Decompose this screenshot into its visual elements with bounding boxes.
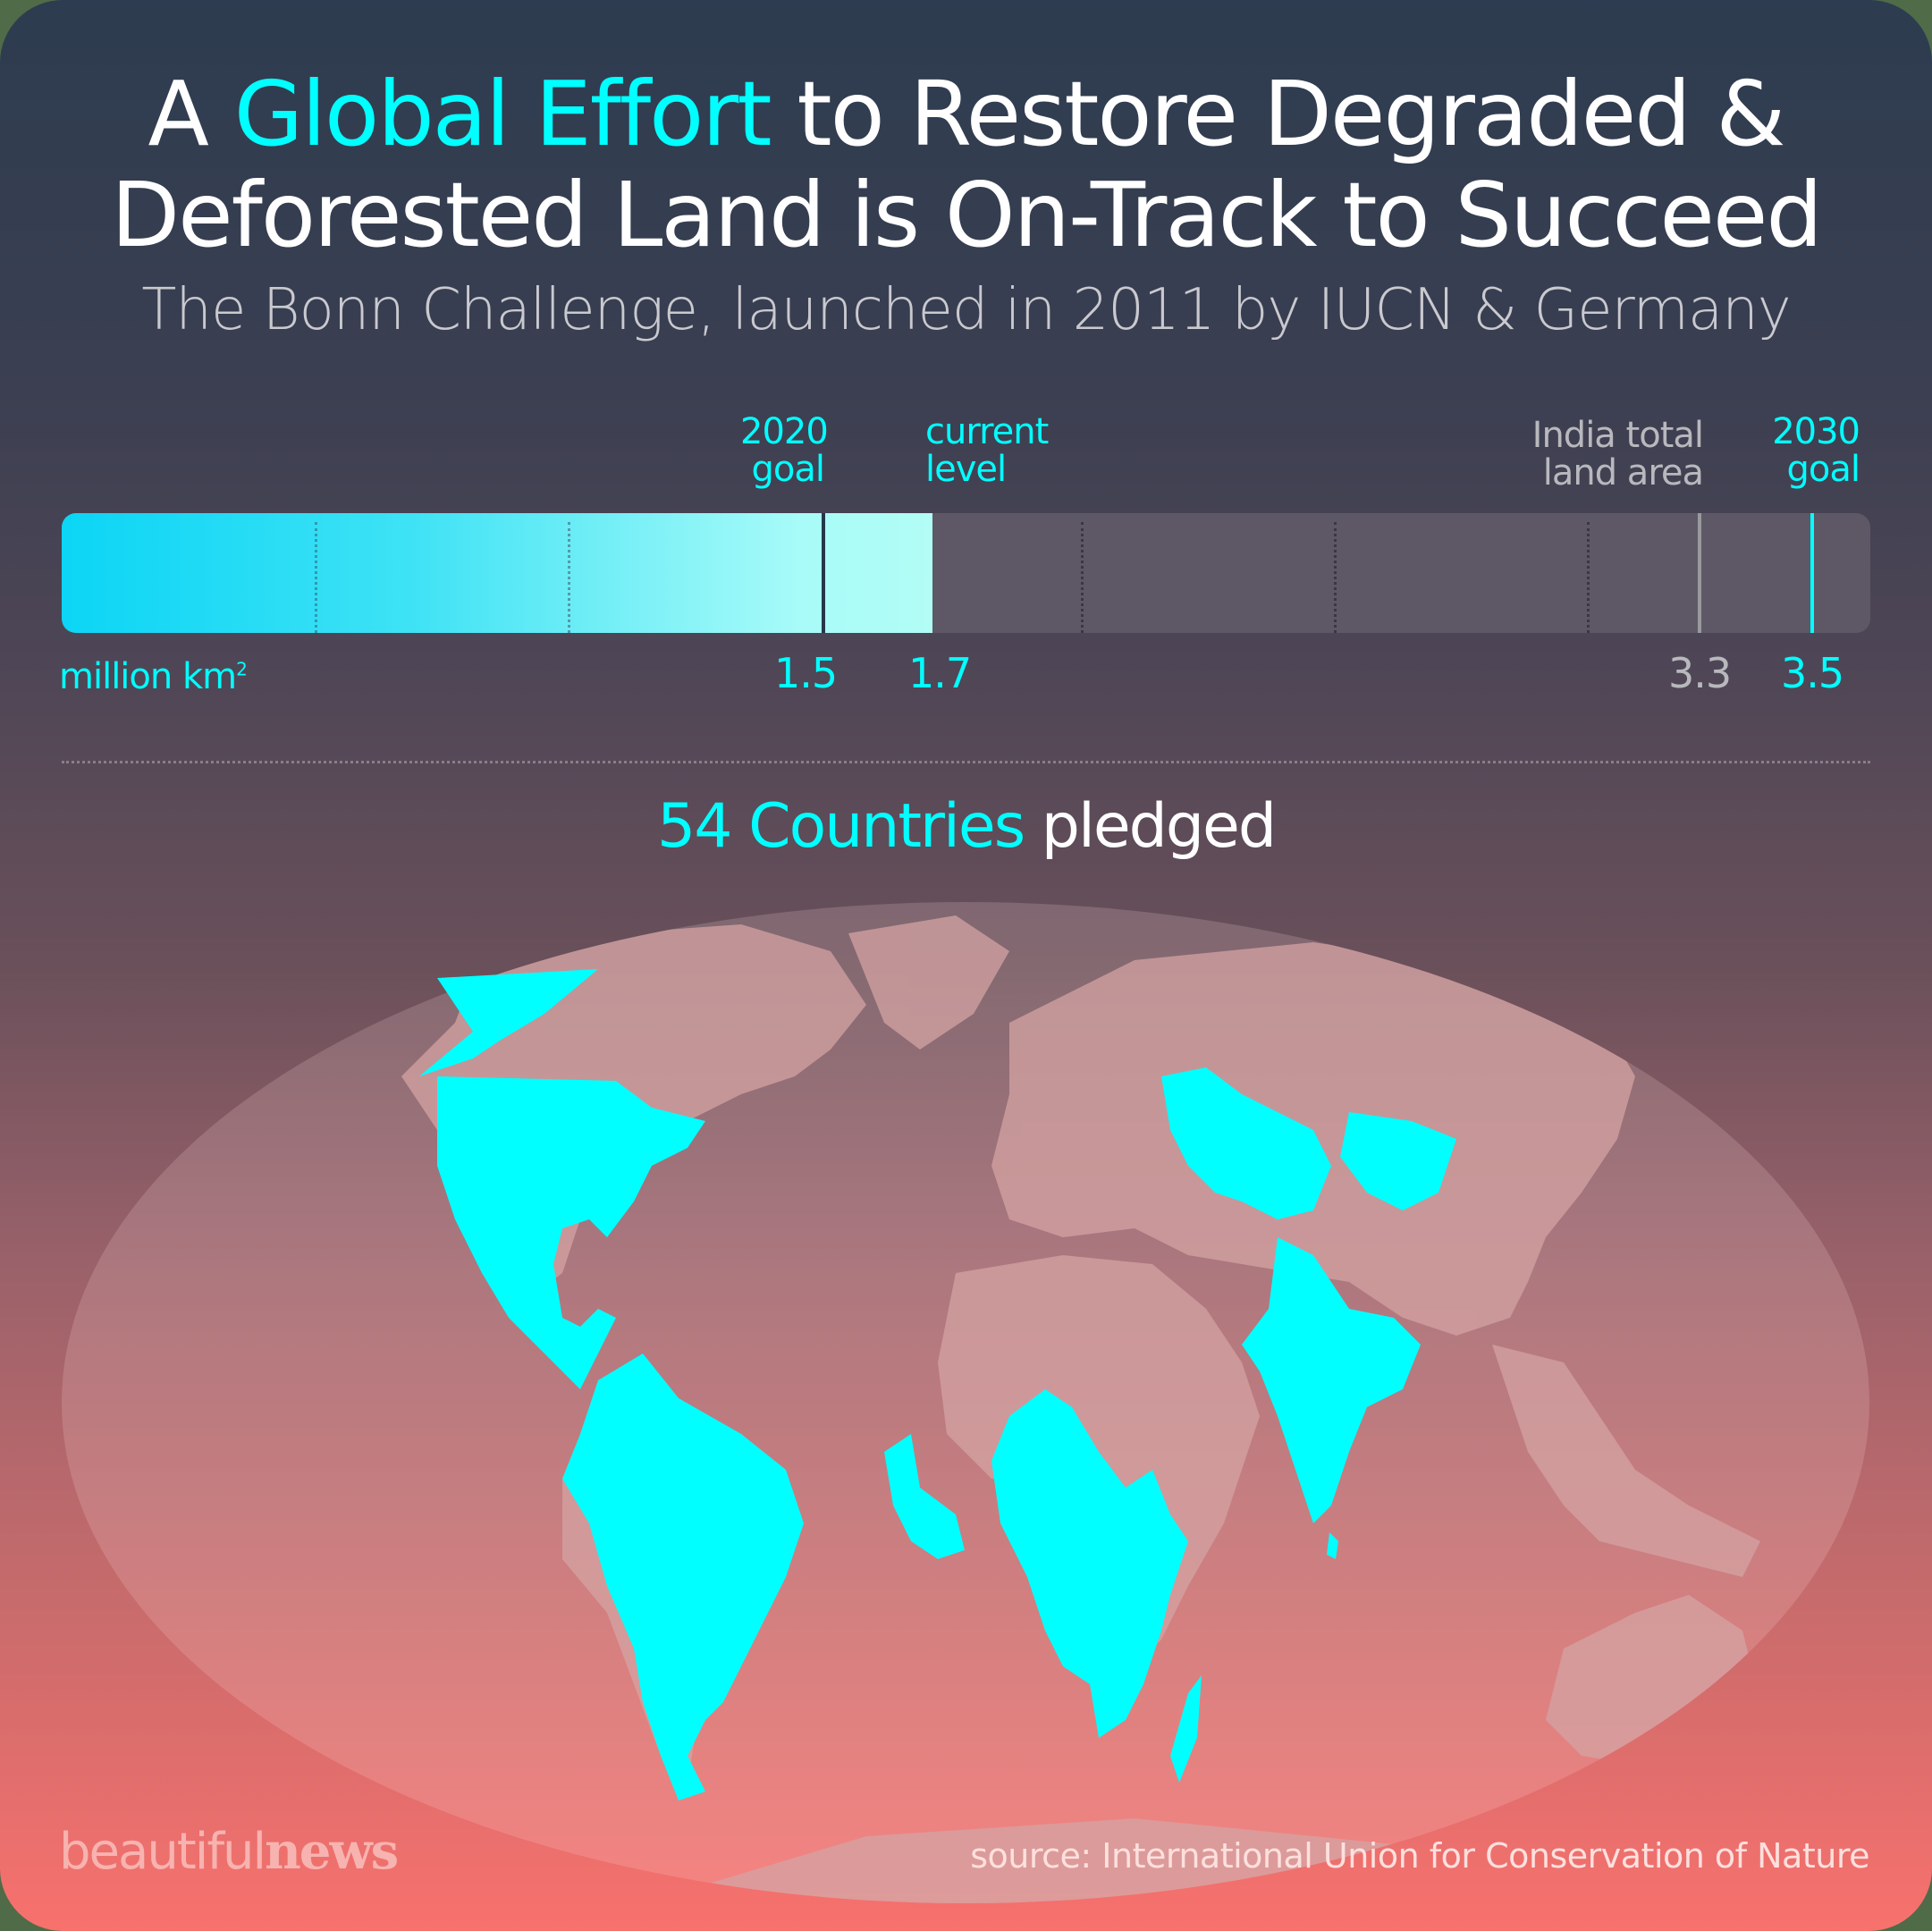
label-2020-line1: 2020 [740, 411, 829, 452]
countries-heading: 54 Countries pledged [0, 791, 1932, 862]
countries-count: 54 Countries [656, 791, 1025, 862]
marker-line-2020-goal [822, 513, 825, 633]
title-suffix: to Restore Degraded & [770, 62, 1785, 166]
countries-suffix: pledged [1024, 791, 1277, 862]
region-south-asia [1242, 1237, 1421, 1523]
label-current-level: current level [925, 411, 1049, 490]
label-2020-line2: goal [751, 449, 826, 490]
gridline-2-5 [1334, 522, 1337, 633]
brand-logo: beautifulnews [59, 1822, 399, 1881]
subtitle: The Bonn Challenge, launched in 2011 by … [141, 277, 1791, 343]
brand-bold: news [265, 1822, 399, 1881]
unit-superscript: 2 [236, 658, 248, 680]
label-india-line2: land area [1542, 452, 1704, 493]
title-line-2: Deforested Land is On-Track to Succeed [111, 163, 1823, 267]
label-2020-goal: 2020 goal [740, 411, 829, 490]
gridline-0-5 [315, 522, 317, 633]
gridline-2-0 [1081, 522, 1084, 633]
region-madagascar [1170, 1675, 1202, 1783]
progress-fill [62, 513, 932, 633]
region-mongolia [1340, 1112, 1456, 1210]
label-2030-line2: goal [1786, 449, 1861, 490]
brand-light: beautiful [59, 1823, 266, 1881]
progress-bar [62, 513, 1870, 633]
label-india-line1: India total [1531, 415, 1704, 456]
region-sri-lanka [1327, 1532, 1338, 1559]
source-credit: source: International Union for Conserva… [970, 1836, 1869, 1876]
marker-line-india [1698, 513, 1701, 633]
label-india-land-area: India total land area [1484, 415, 1704, 493]
value-1-5: 1.5 [774, 649, 838, 697]
value-3-3: 3.3 [1668, 649, 1732, 697]
section-divider [62, 761, 1870, 763]
unit-label: million km2 [59, 656, 248, 697]
region-west-africa [884, 1434, 965, 1559]
value-3-5: 3.5 [1781, 649, 1844, 697]
label-2030-goal: 2030 goal [1770, 413, 1860, 488]
region-central-asia [1161, 1067, 1331, 1219]
unit-text: million km [59, 656, 237, 697]
region-south-america [562, 1353, 804, 1800]
title-line-1: A Global Effort to Restore Degraded & [0, 64, 1932, 164]
region-alaska [419, 969, 598, 1076]
marker-line-2030-goal [1810, 513, 1814, 633]
title-prefix: A [148, 62, 234, 166]
region-north-america [437, 1076, 705, 1389]
gridline-3-0 [1587, 522, 1590, 633]
label-current-line2: level [925, 449, 1007, 490]
region-east-africa [991, 1389, 1188, 1738]
value-1-7: 1.7 [908, 649, 972, 697]
world-map [62, 902, 1869, 1903]
label-2030-line1: 2030 [1772, 411, 1860, 452]
label-current-line1: current [925, 411, 1049, 452]
pledged-countries [419, 969, 1456, 1800]
title-highlight: Global Effort [233, 62, 772, 166]
gridline-1-0 [568, 522, 570, 633]
